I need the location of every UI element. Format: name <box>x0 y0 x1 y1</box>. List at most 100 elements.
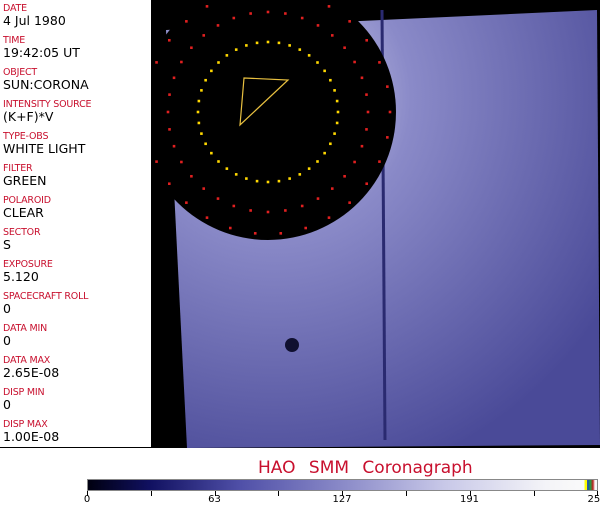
field-date: DATE 4 Jul 1980 <box>3 3 66 28</box>
grid-dot <box>288 177 291 180</box>
grid-dot <box>284 209 287 212</box>
field-label: DATA MIN <box>3 323 47 334</box>
grid-dot <box>180 160 183 164</box>
grid-dot <box>234 48 238 51</box>
grid-dot <box>255 41 259 45</box>
colorbar-tick-label: 191 <box>459 494 480 505</box>
grid-dot <box>365 182 369 186</box>
grid-dot <box>180 60 183 64</box>
grid-dot <box>210 151 213 155</box>
grid-dot <box>277 179 281 183</box>
grid-dot <box>386 136 389 139</box>
field-value: 1.00E-08 <box>3 429 60 444</box>
grid-dot <box>232 16 236 20</box>
field-label: FILTER <box>3 163 33 174</box>
field-spacecraft-roll: SPACECRAFT ROLL 0 <box>3 291 88 316</box>
field-value: WHITE LIGHT <box>3 141 86 156</box>
grid-dot <box>225 54 229 57</box>
grid-dot <box>304 226 308 230</box>
field-label: TYPE-OBS <box>3 131 49 142</box>
grid-dot <box>225 167 229 170</box>
sun-outline-marker <box>239 77 290 127</box>
grid-dot <box>327 216 331 219</box>
grid-dot <box>200 89 203 92</box>
grid-dot <box>288 44 291 47</box>
grid-dot <box>202 34 206 37</box>
grid-dot <box>300 204 304 208</box>
colorbar-tick <box>150 491 152 496</box>
grid-dot <box>228 226 232 230</box>
grid-dot <box>307 54 311 57</box>
grid-dot <box>168 93 171 96</box>
grid-dot <box>333 132 336 135</box>
grid-dot <box>330 34 334 37</box>
field-value: 4 Jul 1980 <box>3 13 66 28</box>
field-label: OBJECT <box>3 67 38 78</box>
coronagraph-image[interactable] <box>152 0 600 448</box>
field-object: OBJECT SUN:CORONA <box>3 67 89 92</box>
field-type-obs: TYPE-OBS WHITE LIGHT <box>3 131 85 156</box>
field-value: 2.65E-08 <box>3 365 60 380</box>
grid-dot <box>216 197 220 200</box>
dust-spot <box>285 338 299 352</box>
field-intensity-source: INTENSITY SOURCE (K+F)*V <box>3 99 92 124</box>
field-polaroid: POLAROID CLEAR <box>3 195 51 220</box>
field-value: 0 <box>3 397 11 412</box>
grid-dot <box>217 61 220 64</box>
grid-dot <box>190 46 193 50</box>
field-sector: SECTOR S <box>3 227 41 252</box>
field-exposure: EXPOSURE 5.120 <box>3 259 53 284</box>
grid-dot <box>307 167 311 170</box>
grid-dot <box>366 110 370 114</box>
grid-dot <box>335 99 339 103</box>
grid-dot <box>245 44 248 47</box>
grid-dot <box>197 121 201 125</box>
grid-dot <box>234 173 238 176</box>
grid-dot <box>335 121 339 125</box>
grid-dot <box>255 179 259 183</box>
field-value: CLEAR <box>3 205 44 220</box>
field-disp-max: DISP MAX 1.00E-08 <box>3 419 59 444</box>
grid-dot <box>360 76 364 80</box>
grid-dot <box>360 144 364 148</box>
colorbar-tick <box>469 491 471 496</box>
grid-dot <box>348 201 351 204</box>
grid-dot <box>298 173 302 176</box>
colorbar-tick <box>406 491 407 496</box>
field-label: INTENSITY SOURCE <box>3 99 92 110</box>
field-label: SECTOR <box>3 227 41 238</box>
field-value: GREEN <box>3 173 47 188</box>
field-label: DATE <box>3 3 27 14</box>
grid-dot <box>205 5 209 8</box>
colorbar-tick <box>214 491 216 496</box>
occulting-disk <box>152 0 396 240</box>
field-data-min: DATA MIN 0 <box>3 323 47 348</box>
field-label: EXPOSURE <box>3 259 53 270</box>
colorbar-tick-label: 0 <box>83 494 91 505</box>
grid-dot <box>336 110 340 114</box>
grid-dot <box>378 160 381 163</box>
grid-dot <box>300 16 304 20</box>
field-label: TIME <box>3 35 26 46</box>
grid-dot <box>172 144 176 148</box>
field-label: DATA MAX <box>3 355 51 366</box>
field-value: (K+F)*V <box>3 109 54 124</box>
grid-dot <box>327 5 331 8</box>
grid-dot <box>249 209 252 212</box>
grid-dot <box>202 187 206 190</box>
field-time: TIME 19:42:05 UT <box>3 35 80 60</box>
grid-dots <box>155 5 392 235</box>
grid-dot <box>365 128 368 131</box>
grid-dot <box>232 204 236 208</box>
grid-dot <box>216 24 220 27</box>
colorbar-tick-label: 127 <box>332 494 352 505</box>
colorbar-tick-label: 63 <box>208 494 221 505</box>
field-value: 5.120 <box>3 269 39 284</box>
grid-dot <box>298 48 302 51</box>
grid-dot <box>249 12 252 15</box>
grid-dot <box>388 110 392 114</box>
grid-dot <box>365 38 369 42</box>
field-label: SPACECRAFT ROLL <box>3 291 89 302</box>
field-filter: FILTER GREEN <box>3 163 47 188</box>
grid-dot <box>204 78 207 82</box>
